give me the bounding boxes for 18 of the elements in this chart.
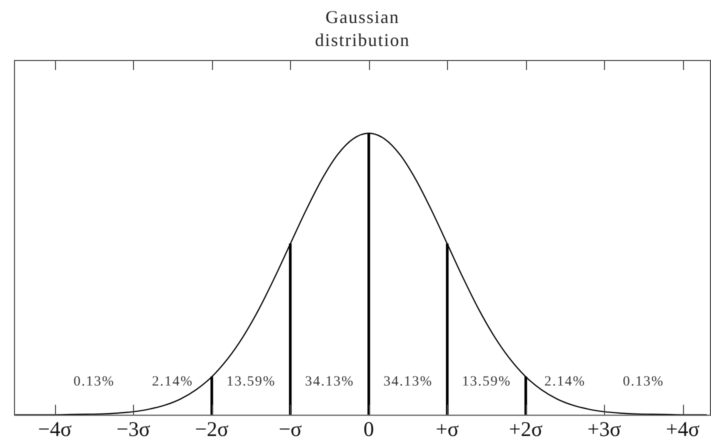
x-tick-label: +4σ [666, 416, 700, 441]
annotation: 34.13% [383, 374, 433, 390]
x-tick-label: 0 [364, 416, 374, 441]
annotation: 13.59% [462, 374, 512, 390]
annotation: 2.14% [152, 374, 194, 390]
x-tick-label: +3σ [587, 416, 622, 441]
chart-title: Gaussian distribution [314, 6, 411, 52]
x-tick-label: −3σ [116, 416, 150, 441]
annotation: 13.59% [226, 374, 276, 390]
x-tick-label: −2σ [194, 416, 229, 441]
annotation: 0.13% [622, 374, 664, 390]
x-tick-label: −4σ [38, 416, 72, 441]
x-tick-label: −σ [278, 416, 302, 441]
annotation: 2.14% [544, 374, 586, 390]
x-tick-label: +σ [436, 416, 459, 441]
annotation: 0.13% [73, 374, 115, 390]
annotation: 34.13% [304, 374, 354, 390]
x-tick-label: +2σ [508, 416, 543, 441]
